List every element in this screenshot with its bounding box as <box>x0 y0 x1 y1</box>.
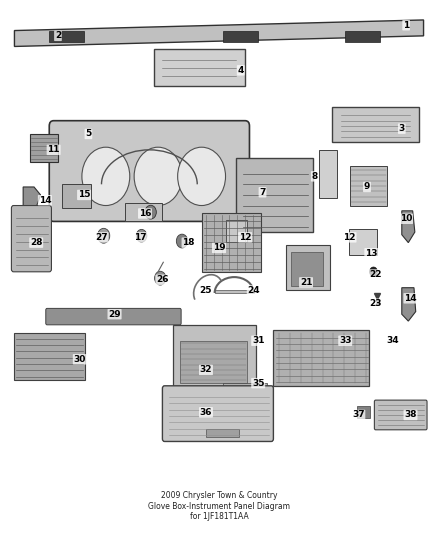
Bar <box>349 229 377 255</box>
Text: 5: 5 <box>85 130 92 139</box>
Circle shape <box>155 271 166 285</box>
Text: 32: 32 <box>200 366 212 374</box>
Circle shape <box>145 205 156 219</box>
Bar <box>291 252 323 286</box>
Bar <box>14 333 85 381</box>
Text: 10: 10 <box>400 214 412 223</box>
Bar <box>180 341 247 383</box>
Text: 24: 24 <box>247 286 260 295</box>
Text: 4: 4 <box>237 66 244 75</box>
Circle shape <box>82 147 130 206</box>
Text: 29: 29 <box>108 310 121 319</box>
FancyBboxPatch shape <box>374 400 427 430</box>
FancyBboxPatch shape <box>162 386 273 441</box>
Text: 27: 27 <box>95 233 108 242</box>
Bar <box>202 214 261 272</box>
Text: 38: 38 <box>404 410 417 419</box>
Text: 15: 15 <box>78 190 90 199</box>
Text: 22: 22 <box>369 270 382 279</box>
Text: 12: 12 <box>343 233 356 242</box>
Text: 35: 35 <box>252 378 265 387</box>
Bar <box>345 30 380 42</box>
Text: 19: 19 <box>213 244 225 253</box>
Text: 17: 17 <box>134 233 147 242</box>
Polygon shape <box>14 20 424 46</box>
Bar <box>49 30 84 42</box>
Bar <box>234 389 252 399</box>
Text: 30: 30 <box>74 355 86 364</box>
Bar <box>286 245 330 290</box>
Circle shape <box>98 228 110 243</box>
Text: 14: 14 <box>39 196 51 205</box>
Polygon shape <box>154 49 245 86</box>
Bar <box>223 30 258 42</box>
Text: 25: 25 <box>200 286 212 295</box>
FancyBboxPatch shape <box>46 309 181 325</box>
Text: 37: 37 <box>352 410 364 419</box>
Bar <box>223 383 267 393</box>
Bar <box>125 203 162 221</box>
Bar <box>206 429 239 437</box>
Text: 26: 26 <box>156 275 169 284</box>
Text: 36: 36 <box>200 408 212 417</box>
Text: 33: 33 <box>339 336 351 345</box>
Polygon shape <box>402 211 415 243</box>
Text: 8: 8 <box>311 172 318 181</box>
Text: 16: 16 <box>139 209 151 218</box>
Text: 12: 12 <box>239 233 251 242</box>
Bar <box>357 406 370 418</box>
FancyBboxPatch shape <box>49 120 250 221</box>
Circle shape <box>134 147 182 206</box>
Bar <box>273 330 369 386</box>
Text: 9: 9 <box>364 182 370 191</box>
Bar <box>350 166 387 206</box>
Text: 14: 14 <box>404 294 417 303</box>
Text: 3: 3 <box>399 124 405 133</box>
Text: 7: 7 <box>259 188 266 197</box>
Text: 28: 28 <box>30 238 42 247</box>
Text: 21: 21 <box>300 278 312 287</box>
Polygon shape <box>23 187 41 214</box>
Bar <box>332 108 419 142</box>
Text: 1: 1 <box>403 21 409 30</box>
Text: 34: 34 <box>387 336 399 345</box>
Circle shape <box>136 229 147 242</box>
Bar <box>237 158 313 232</box>
Circle shape <box>370 267 378 277</box>
Bar <box>226 220 247 241</box>
Text: 11: 11 <box>47 146 60 155</box>
Text: 31: 31 <box>252 336 265 345</box>
Text: 2009 Chrysler Town & Country
Glove Box-Instrument Panel Diagram
for 1JF181T1AA: 2009 Chrysler Town & Country Glove Box-I… <box>148 491 290 521</box>
Bar <box>319 150 336 198</box>
Text: 18: 18 <box>182 238 195 247</box>
Text: 23: 23 <box>369 299 382 308</box>
Circle shape <box>177 234 187 248</box>
Circle shape <box>178 147 226 206</box>
Text: 2: 2 <box>55 31 61 41</box>
Bar <box>62 184 91 208</box>
FancyBboxPatch shape <box>11 206 51 272</box>
Polygon shape <box>402 288 416 321</box>
Bar <box>180 389 197 399</box>
Bar <box>173 325 256 389</box>
Bar <box>30 134 58 161</box>
Text: 13: 13 <box>365 249 378 258</box>
